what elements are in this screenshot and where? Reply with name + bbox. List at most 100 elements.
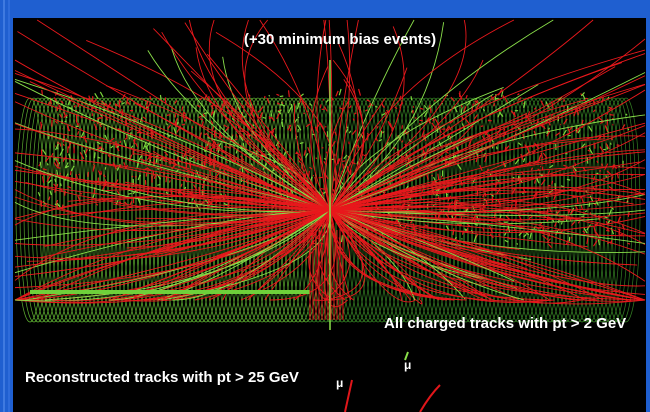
track	[280, 96, 284, 97]
track	[48, 102, 49, 105]
page: (+30 minimum bias events) All charged tr…	[0, 0, 650, 412]
track	[552, 181, 553, 185]
track	[422, 191, 423, 193]
track	[93, 164, 94, 165]
track	[342, 161, 345, 162]
track	[602, 164, 603, 166]
track	[571, 237, 572, 238]
track	[411, 96, 412, 100]
track	[563, 165, 566, 166]
track	[608, 202, 609, 206]
track	[611, 240, 612, 244]
track	[30, 290, 310, 294]
track	[128, 193, 131, 194]
track	[259, 159, 260, 161]
track	[80, 193, 82, 194]
track	[282, 122, 283, 127]
track	[255, 188, 257, 189]
track	[269, 95, 270, 96]
track	[402, 125, 403, 128]
track	[381, 131, 382, 138]
track	[499, 234, 500, 236]
track	[383, 131, 384, 133]
right-label: All charged tracks with pt > 2 GeV	[384, 315, 626, 332]
track	[313, 175, 314, 176]
bottom-label: Reconstructed tracks with pt > 25 GeV	[25, 369, 299, 386]
track	[167, 115, 170, 116]
track	[488, 120, 489, 122]
track	[454, 199, 455, 205]
track	[79, 174, 80, 175]
track	[289, 90, 290, 97]
track	[227, 161, 228, 163]
track	[264, 96, 265, 98]
track	[196, 159, 197, 161]
track	[375, 106, 377, 107]
track	[537, 178, 538, 182]
track	[119, 102, 120, 108]
track	[441, 176, 442, 177]
track	[628, 128, 629, 130]
track	[323, 99, 324, 100]
track	[185, 187, 186, 189]
track	[326, 152, 327, 154]
track	[65, 191, 66, 196]
track	[102, 149, 104, 150]
track	[321, 189, 325, 190]
track	[101, 171, 102, 175]
track	[61, 183, 62, 186]
track	[319, 177, 323, 178]
event-display: (+30 minimum bias events) All charged tr…	[0, 0, 650, 412]
track	[628, 243, 630, 244]
track	[535, 180, 536, 184]
track	[177, 122, 178, 124]
track	[65, 121, 67, 122]
muon-label: μ	[336, 376, 343, 390]
track	[179, 162, 180, 168]
track	[599, 215, 600, 220]
track	[505, 147, 506, 151]
track	[232, 118, 233, 120]
track	[413, 106, 414, 107]
track	[81, 129, 82, 130]
track	[589, 203, 590, 207]
track	[175, 114, 176, 117]
track	[100, 118, 103, 119]
track	[434, 100, 435, 101]
muon-label: μ	[404, 358, 411, 372]
track	[94, 152, 95, 158]
track	[438, 174, 439, 180]
track	[621, 234, 622, 235]
track	[182, 124, 185, 125]
track	[63, 135, 64, 142]
track	[78, 124, 79, 125]
track	[135, 176, 136, 177]
track	[47, 163, 48, 165]
track	[55, 179, 56, 182]
track	[545, 230, 547, 231]
track	[430, 107, 431, 113]
track	[298, 117, 299, 118]
track	[597, 161, 598, 163]
track	[88, 172, 89, 177]
track	[169, 163, 170, 164]
track	[156, 158, 157, 163]
track	[490, 174, 491, 175]
track	[353, 119, 354, 121]
track	[120, 141, 121, 143]
track	[494, 103, 495, 106]
track	[70, 171, 71, 175]
track	[324, 158, 326, 159]
track	[182, 106, 183, 110]
track	[585, 211, 587, 212]
track	[363, 154, 364, 155]
track	[547, 238, 548, 240]
top-label: (+30 minimum bias events)	[244, 31, 436, 48]
track	[567, 179, 570, 180]
track	[610, 115, 614, 116]
track	[127, 98, 128, 104]
track	[579, 102, 580, 103]
track	[481, 126, 484, 127]
track	[512, 177, 514, 178]
track	[583, 100, 586, 101]
